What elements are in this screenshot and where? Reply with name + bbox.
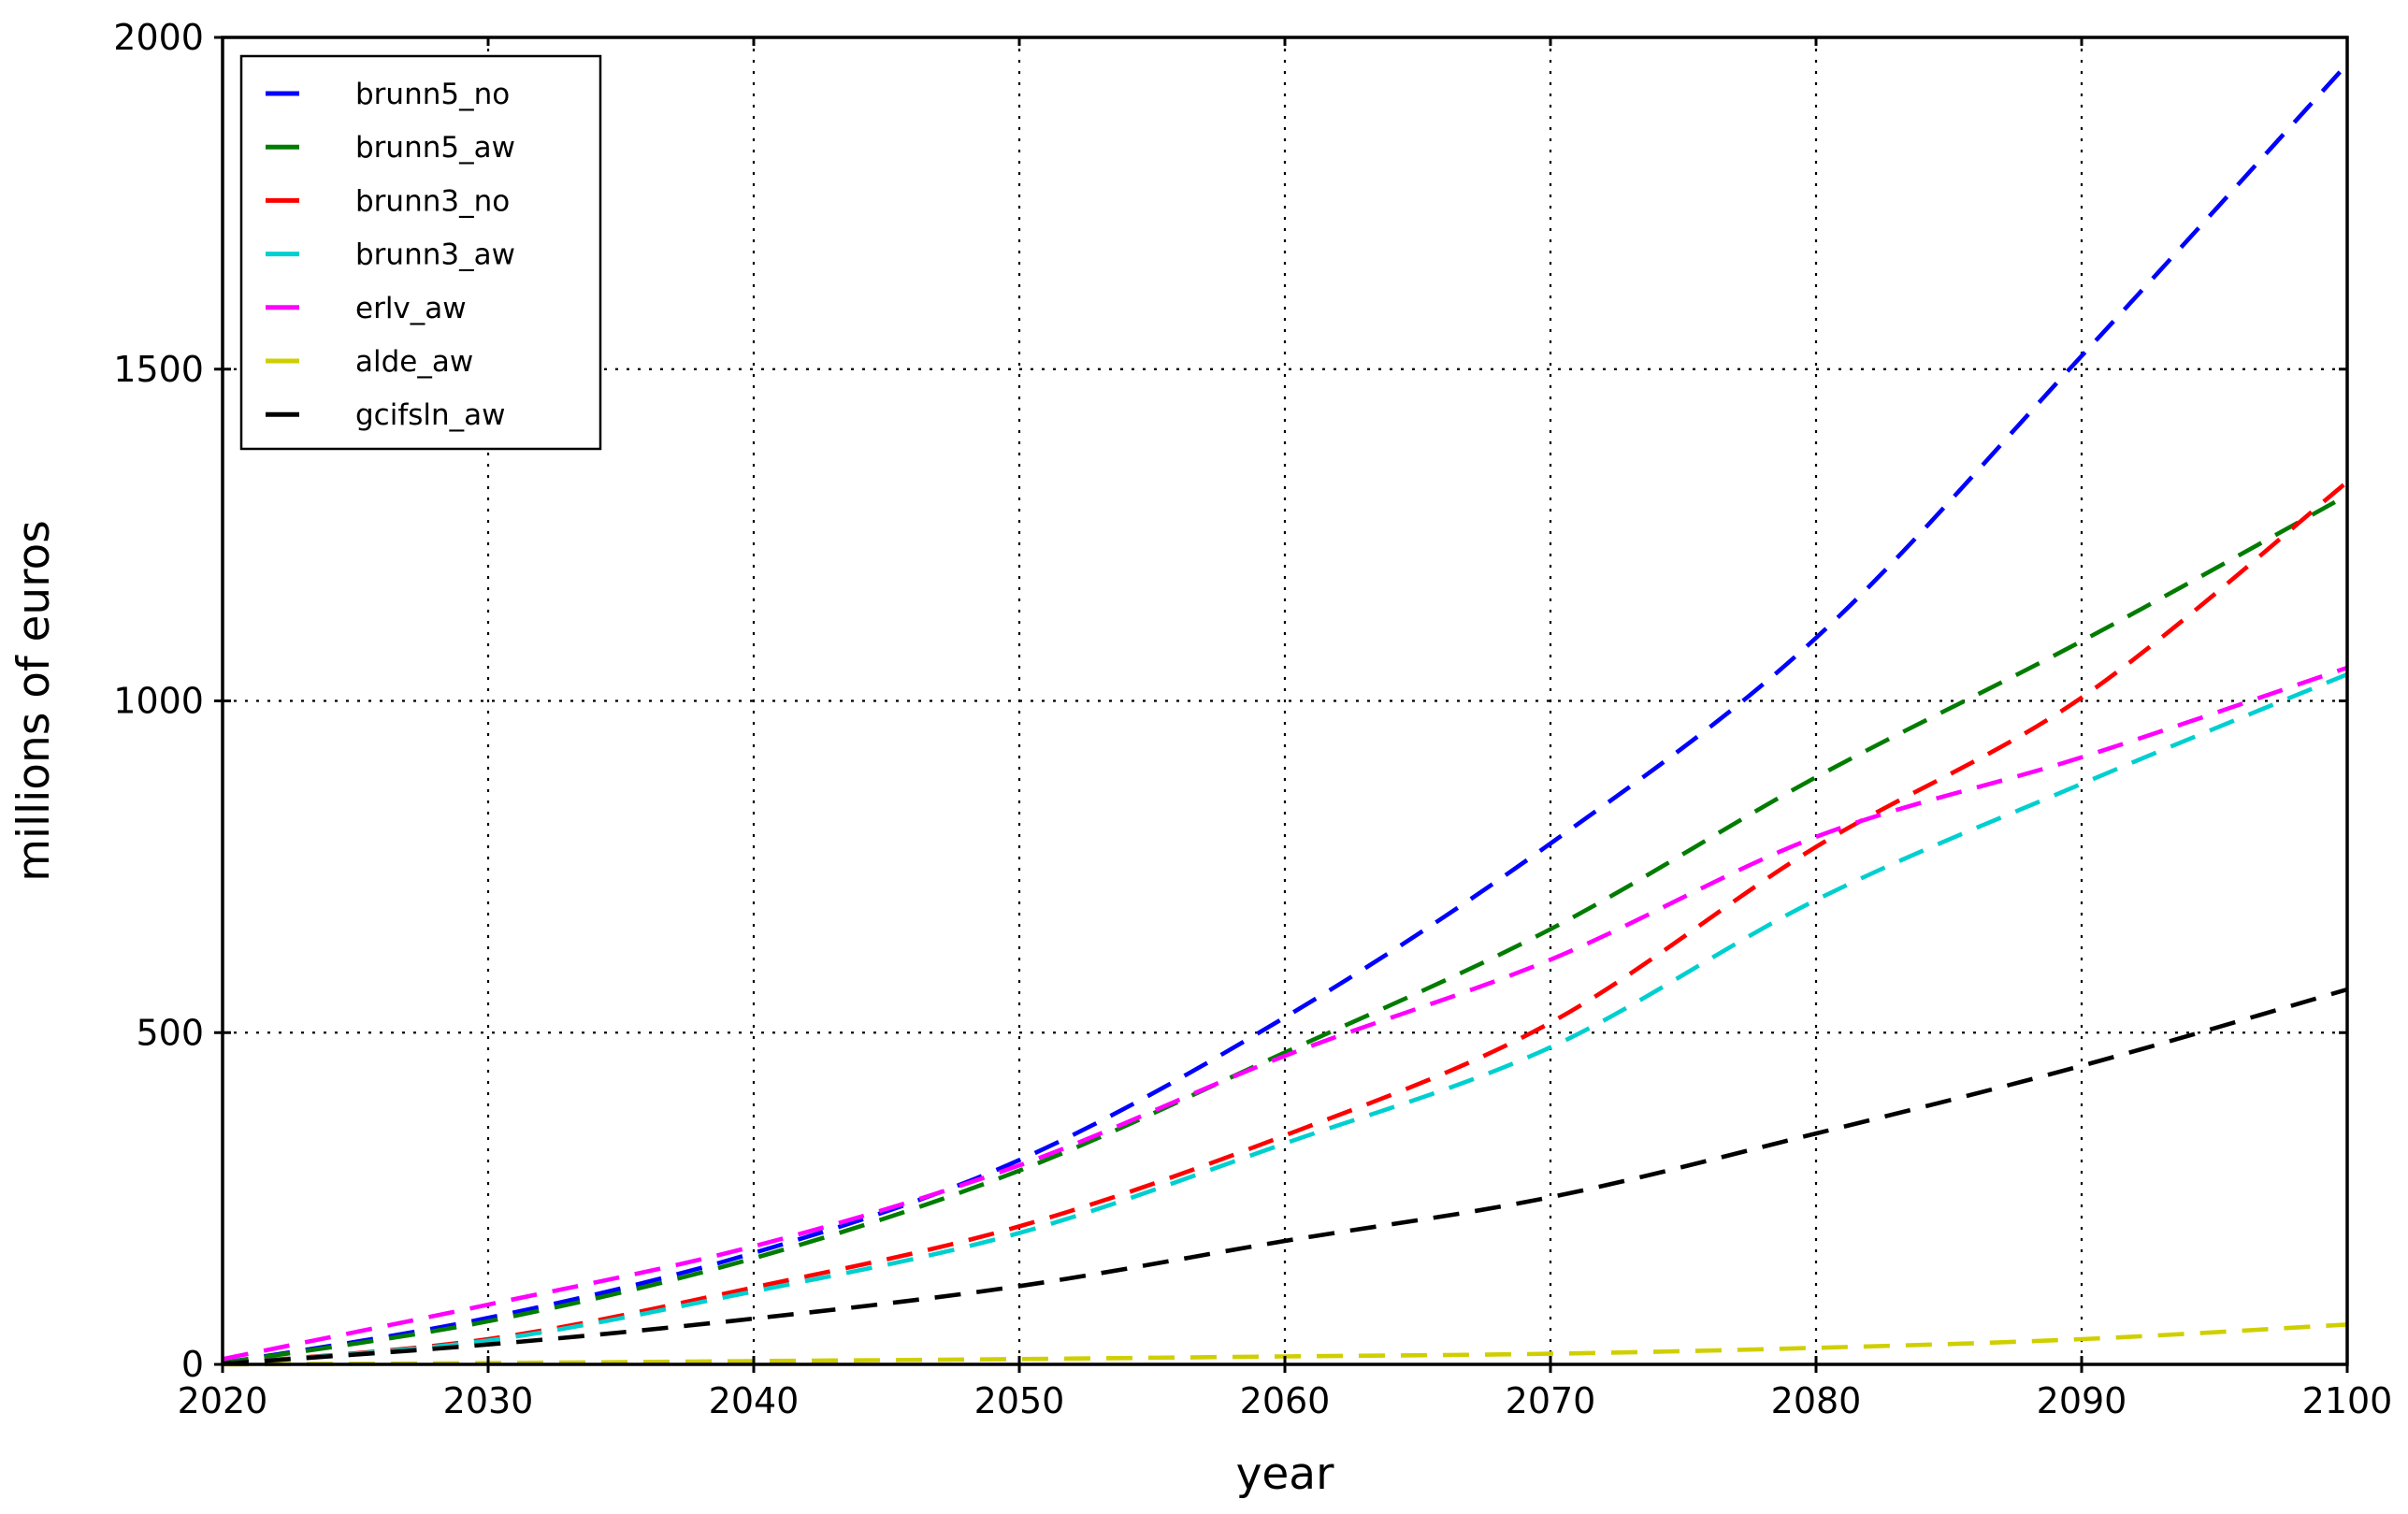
y-tick-label: 1500	[113, 349, 204, 390]
series-line-gcifsln_aw	[222, 987, 2348, 1366]
legend-label-brunn3_aw: brunn3_aw	[355, 238, 515, 272]
y-tick-label: 2000	[113, 17, 204, 58]
legend-box	[239, 54, 602, 451]
x-tick-label: 2050	[974, 1380, 1065, 1421]
legend-label-brunn3_no: brunn3_no	[355, 184, 510, 218]
y-tick-label: 500	[136, 1012, 204, 1053]
series-line-erlv_aw	[222, 665, 2348, 1362]
x-tick-label: 2070	[1506, 1380, 1596, 1421]
series-line-brunn3_aw	[222, 671, 2348, 1366]
x-axis-label: year	[1236, 1449, 1335, 1500]
x-tick-label: 2030	[443, 1380, 534, 1421]
x-tick-label: 2040	[709, 1380, 800, 1421]
legend-label-alde_aw: alde_aw	[355, 345, 473, 379]
legend-label-brunn5_no: brunn5_no	[355, 78, 510, 111]
series-line-brunn3_no	[222, 480, 2349, 1366]
y-tick-label: 0	[181, 1344, 204, 1385]
legend-label-erlv_aw: erlv_aw	[355, 292, 467, 325]
legend-label-gcifsln_aw: gcifsln_aw	[355, 398, 506, 432]
legend-label-brunn5_aw: brunn5_aw	[355, 131, 515, 165]
x-tick-label: 2080	[1771, 1380, 1862, 1421]
y-tick-label: 1000	[113, 681, 204, 722]
x-tick-label: 2060	[1240, 1380, 1331, 1421]
y-axis-label: millions of euros	[8, 520, 60, 881]
x-tick-label: 2100	[2302, 1380, 2393, 1421]
x-tick-label: 2090	[2037, 1380, 2127, 1421]
x-tick-label: 2020	[178, 1380, 268, 1421]
series-line-brunn5_no	[222, 62, 2349, 1365]
